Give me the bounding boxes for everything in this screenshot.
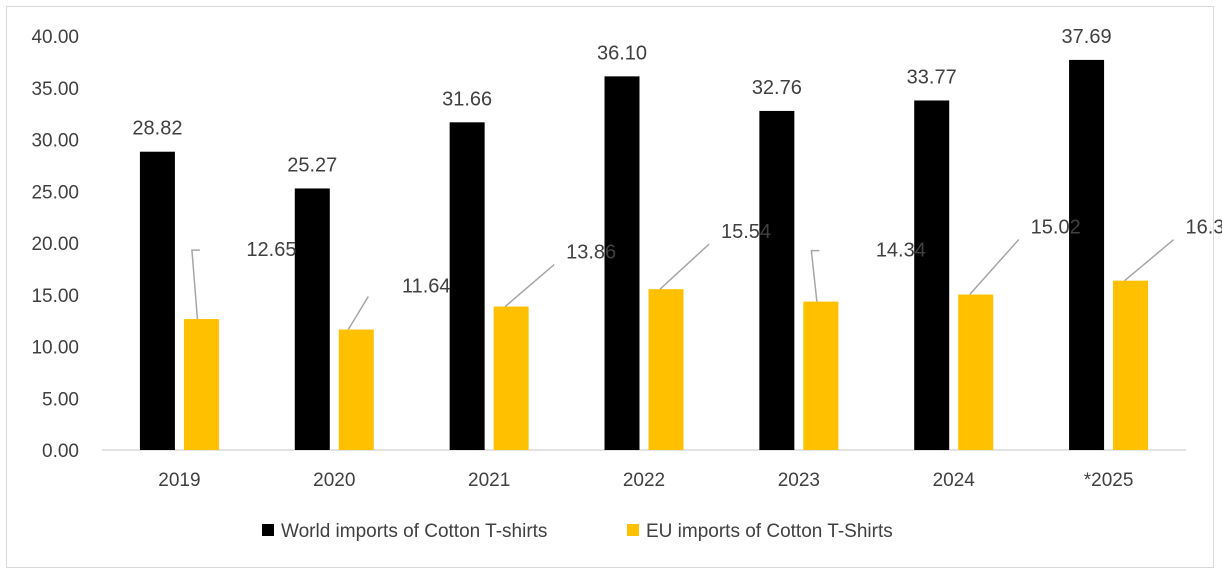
y-tick-label: 40.00 <box>31 27 79 48</box>
y-tick-label: 20.00 <box>31 234 79 255</box>
bar-eu <box>183 319 219 450</box>
leader-line <box>969 239 1020 296</box>
x-tick-label: 2022 <box>623 470 665 491</box>
data-label-eu: 14.34 <box>876 240 926 262</box>
y-axis-ticks: 0.00 5.00 10.00 15.00 20.00 25.00 30.00 35.00 40… <box>31 27 79 462</box>
y-tick-label: 30.00 <box>31 131 79 152</box>
data-labels: 28.82 12.65 25.27 11.64 31.66 13.86 36.10 15.54… <box>132 26 1222 298</box>
x-tick-label: 2021 <box>468 470 510 491</box>
legend-label-eu: EU imports of Cotton T-Shirts <box>646 521 893 542</box>
data-label-eu: 15.02 <box>1031 217 1081 239</box>
bars <box>139 59 1149 451</box>
bar-world <box>759 110 795 451</box>
y-tick-label: 15.00 <box>31 286 79 307</box>
x-tick-label: 2023 <box>778 470 820 491</box>
y-tick-label: 35.00 <box>31 79 79 100</box>
data-label-world: 36.10 <box>597 42 647 64</box>
data-label-world: 37.69 <box>1062 26 1112 48</box>
data-label-world: 25.27 <box>287 154 337 176</box>
legend-label-world: World imports of Cotton T-shirts <box>281 521 547 542</box>
leader-line <box>347 296 369 330</box>
leader-line <box>659 243 710 290</box>
bar-world <box>449 122 485 450</box>
x-tick-label: 2019 <box>158 470 200 491</box>
bar-eu <box>338 329 374 450</box>
data-label-world: 31.66 <box>442 88 492 110</box>
bar-world <box>294 188 330 450</box>
y-tick-label: 0.00 <box>42 441 79 462</box>
bar-world <box>139 151 175 450</box>
x-tick-label: 2020 <box>313 470 355 491</box>
bar-eu <box>648 289 684 450</box>
data-label-world: 32.76 <box>752 77 802 99</box>
bar-world <box>914 100 950 450</box>
x-tick-label: *2025 <box>1084 470 1134 491</box>
leader-line <box>504 263 555 308</box>
leader-line <box>1124 239 1175 282</box>
y-tick-label: 10.00 <box>31 338 79 359</box>
y-tick-label: 5.00 <box>42 389 79 410</box>
data-label-world: 28.82 <box>132 118 182 140</box>
y-tick-label: 25.00 <box>31 182 79 203</box>
data-label-eu: 15.54 <box>721 221 771 243</box>
leader-line <box>810 249 820 302</box>
leader-line <box>191 249 200 320</box>
data-label-eu: 16.36 <box>1186 217 1222 239</box>
data-label-leader-lines <box>191 239 1175 330</box>
legend: World imports of Cotton T-shirts EU impo… <box>262 521 893 542</box>
bar-eu <box>493 306 529 450</box>
legend-swatch-eu <box>627 524 639 536</box>
x-axis-ticks: 2019 2020 2021 2022 2023 2024 *2025 <box>158 470 1133 491</box>
x-tick-label: 2024 <box>933 470 976 491</box>
bar-world <box>1069 59 1105 450</box>
data-label-world: 33.77 <box>907 66 957 88</box>
data-label-eu: 12.65 <box>246 239 296 261</box>
bar-eu <box>803 301 839 450</box>
bar-eu <box>1113 280 1149 450</box>
data-label-eu: 11.64 <box>402 276 451 298</box>
bar-world <box>604 76 640 451</box>
data-label-eu: 13.86 <box>566 242 616 264</box>
legend-swatch-world <box>262 524 274 536</box>
bar-eu <box>958 294 994 450</box>
